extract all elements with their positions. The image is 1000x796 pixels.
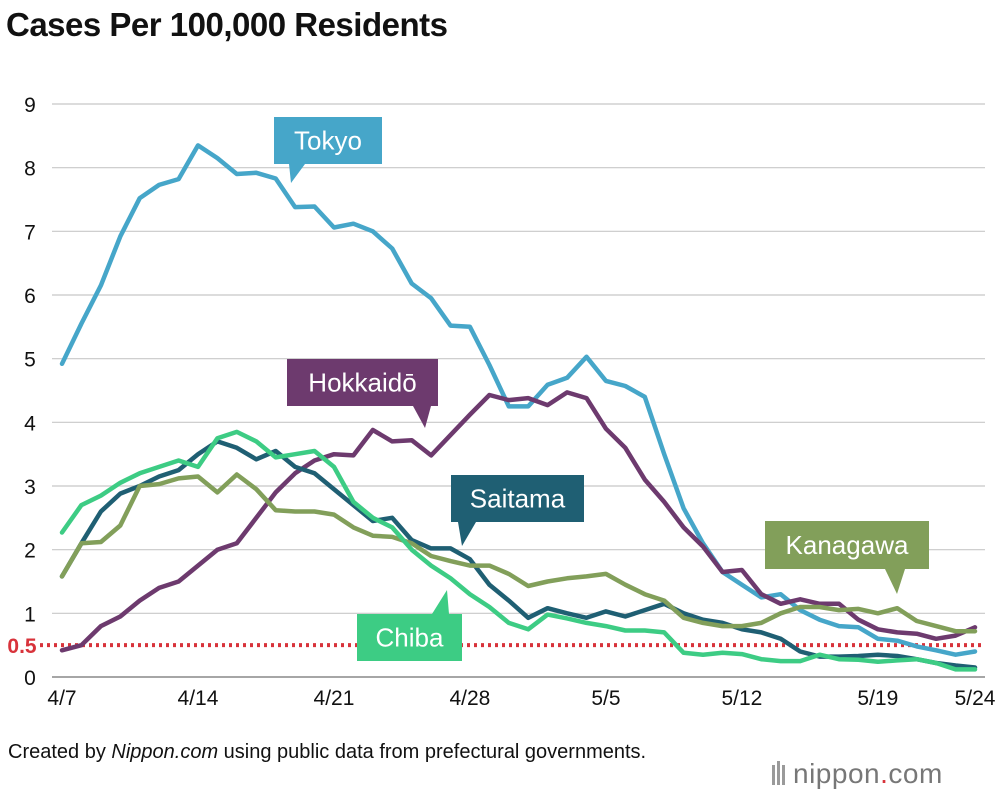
callout-pointer: [289, 164, 305, 183]
chart-title: Cases Per 100,000 Residents: [6, 6, 448, 43]
logo-stripes-icon: [772, 760, 787, 792]
reference-line-label: 0.5: [7, 635, 37, 658]
callout-box: [274, 117, 382, 164]
callout-label: Hokkaidō: [308, 368, 416, 398]
logo-tld: com: [888, 758, 943, 789]
callout-pointer: [458, 522, 476, 546]
logo-name: nippon: [793, 758, 881, 789]
y-tick-label: 5: [24, 349, 36, 372]
callout-pointer: [432, 590, 449, 614]
y-tick-label: 4: [24, 412, 36, 435]
y-axis-ticks: 0 1 2 3 4 5 6 7 8 9: [24, 94, 36, 690]
series-callouts: Tokyo Hokkaidō Saitama Kanagawa Chiba: [274, 117, 929, 661]
x-tick-label: 4/7: [47, 687, 76, 710]
logo-dot: .: [880, 758, 889, 789]
source-credit: Created by Nippon.com using public data …: [8, 740, 708, 765]
callout-label: Tokyo: [294, 126, 362, 156]
x-tick-label: 5/19: [857, 687, 898, 710]
credit-prefix: Created by: [8, 741, 112, 763]
callout-chiba: Chiba: [357, 590, 462, 661]
x-tick-label: 4/21: [314, 687, 355, 710]
nippon-logo: nippon.com: [772, 758, 943, 792]
series-line-chiba: [59, 429, 978, 672]
callout-box: [357, 614, 462, 661]
callout-label: Chiba: [376, 623, 444, 653]
callout-saitama: Saitama: [451, 475, 584, 546]
callout-box: [451, 475, 584, 522]
callout-box: [287, 359, 438, 406]
y-tick-label: 2: [24, 540, 36, 563]
x-tick-label: 5/12: [721, 687, 762, 710]
x-tick-label: 5/5: [591, 687, 620, 710]
x-tick-label: 4/28: [449, 687, 490, 710]
series-lines: [59, 143, 978, 672]
credit-suffix: using public data from prefectural gover…: [218, 741, 647, 763]
callout-pointer: [413, 406, 431, 428]
x-axis-ticks: 4/7 4/14 4/21 4/28 5/5 5/12 5/19 5/24: [47, 687, 995, 710]
callout-label: Saitama: [470, 484, 566, 514]
callout-box: [765, 521, 929, 569]
callout-tokyo: Tokyo: [274, 117, 382, 183]
x-tick-label: 5/24: [955, 687, 996, 710]
callout-pointer: [885, 569, 905, 594]
callout-label: Kanagawa: [786, 530, 909, 560]
y-tick-label: 3: [24, 476, 36, 499]
y-tick-label: 1: [24, 603, 36, 626]
reference-line-group: 0.5: [7, 635, 985, 658]
callout-kanagawa: Kanagawa: [765, 521, 929, 594]
y-tick-label: 9: [24, 94, 36, 117]
callout-hokkaid: Hokkaidō: [287, 359, 438, 428]
y-tick-label: 7: [24, 221, 36, 244]
y-tick-label: 8: [24, 158, 36, 181]
series-line-hokkaid: [59, 390, 978, 653]
credit-source: Nippon.com: [111, 741, 219, 763]
x-tick-label: 4/14: [178, 687, 219, 710]
y-tick-label: 0: [24, 667, 36, 690]
gridlines: [52, 103, 985, 678]
y-tick-label: 6: [24, 285, 36, 308]
series-line-tokyo: [59, 143, 978, 657]
series-line-kanagawa: [59, 472, 978, 634]
line-chart: 0 1 2 3 4 5 6 7 8 9 4/7 4/14 4/21 4/28 5/5 5/12 5/19 5/2…: [7, 94, 995, 710]
